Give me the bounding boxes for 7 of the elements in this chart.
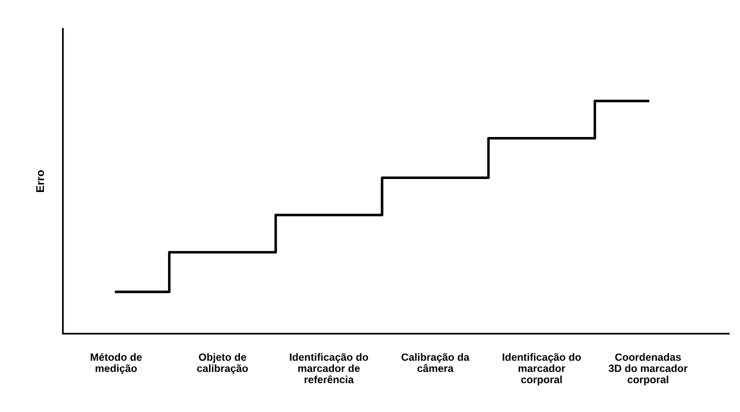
x-tick-label: Calibração da câmera <box>402 353 470 372</box>
x-tick-label: Identificação do marcador corporal <box>502 353 581 386</box>
x-tick-label: Método de medição <box>90 353 142 374</box>
x-tick-label: Coordenadas 3D do marcador corporal <box>608 353 688 386</box>
y-axis-title: Erro <box>36 170 44 192</box>
x-tick-label: Identificação do marcador de referência <box>290 353 368 384</box>
x-tick-label: Objeto de calibração <box>197 353 248 374</box>
